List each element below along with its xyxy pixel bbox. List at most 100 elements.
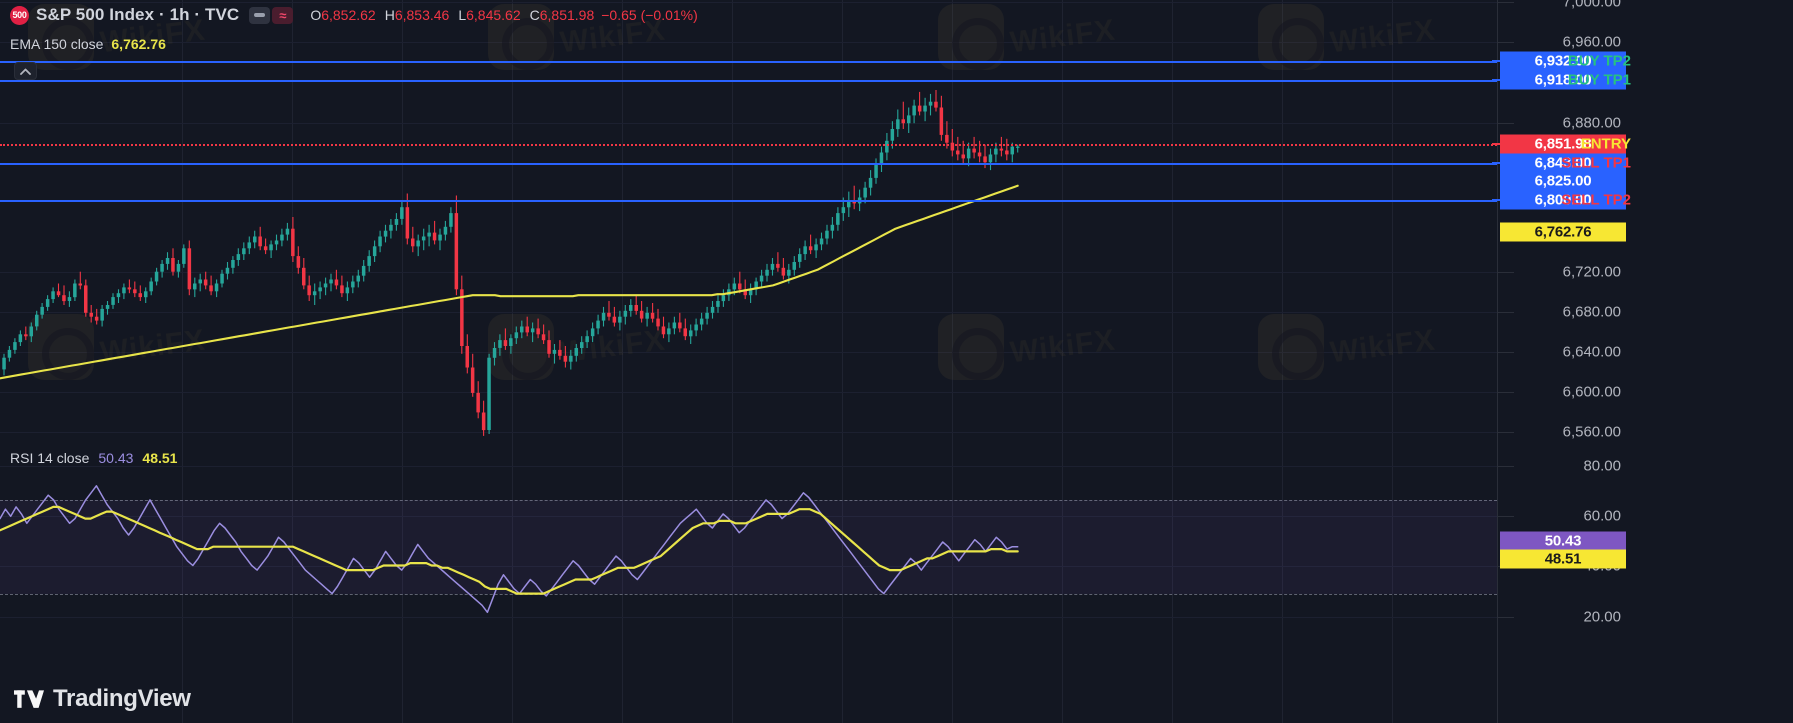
grid-vline bbox=[512, 0, 513, 447]
change-value: −0.65 (−0.01%) bbox=[601, 7, 698, 23]
grid-hline bbox=[0, 272, 1497, 273]
watermark-text: WikiFX bbox=[98, 323, 208, 370]
axis-tick-label: 6,560.00 bbox=[1562, 423, 1621, 441]
axis-tick-mark bbox=[1498, 272, 1514, 273]
grid-vline bbox=[732, 0, 733, 447]
level-label-buy-tp2: BUY TP2 bbox=[1567, 52, 1631, 70]
axis-tick-mark bbox=[1498, 466, 1514, 467]
symbol-title[interactable]: S&P 500 Index · 1h · TVC bbox=[36, 5, 240, 24]
level-label-entry: ENTRY bbox=[1580, 135, 1631, 153]
axis-tick-label: 6,960.00 bbox=[1562, 33, 1621, 51]
symbol-legend[interactable]: 500 S&P 500 Index · 1h · TVC ≈ O6,852.62… bbox=[10, 5, 698, 25]
level-label-sell-tp1: SELL TP1 bbox=[1561, 154, 1631, 172]
price-tag-entry[interactable]: 6,851.98 bbox=[1500, 134, 1626, 154]
price-grid bbox=[0, 0, 1497, 447]
watermark-text: WikiFX bbox=[1008, 323, 1118, 370]
grid-hline bbox=[0, 123, 1497, 124]
grid-vline bbox=[1392, 0, 1393, 447]
grid-vline bbox=[952, 0, 953, 447]
collapse-pane-button[interactable] bbox=[14, 62, 37, 80]
wave-icon[interactable]: ≈ bbox=[272, 6, 294, 24]
grid-vline bbox=[402, 0, 403, 447]
grid-hline bbox=[0, 42, 1497, 43]
price-pane[interactable]: WikiFX WikiFX WikiFX WikiFX WikiFX WikiFX Wiki… bbox=[0, 0, 1497, 447]
grid-vline bbox=[842, 0, 843, 447]
ema-legend[interactable]: EMA 150 close 6,762.76 bbox=[10, 36, 166, 52]
tradingview-brand-label: TradingView bbox=[53, 685, 191, 712]
tradingview-brand[interactable]: TradingView bbox=[14, 685, 191, 713]
legend-toggles[interactable]: ≈ bbox=[249, 6, 294, 24]
tradingview-logo-icon bbox=[14, 689, 44, 708]
watermark-logo-icon bbox=[28, 314, 94, 380]
ohlc-c-value: 6,851.98 bbox=[539, 7, 595, 23]
rsi-ma-legend-value: 48.51 bbox=[142, 450, 178, 466]
level-label-sell-tp2: SELL TP2 bbox=[1561, 191, 1631, 209]
grid-vline bbox=[622, 0, 623, 447]
grid-hline bbox=[0, 352, 1497, 353]
rsi-oversold-line bbox=[0, 593, 1497, 595]
price-tag-buy-tp1[interactable]: 6,918.00 bbox=[1500, 70, 1626, 90]
rsi-legend-value: 50.43 bbox=[98, 450, 134, 466]
watermark-text: WikiFX bbox=[1328, 13, 1438, 60]
level-dash bbox=[1492, 199, 1501, 201]
axis-tick-label: 20.00 bbox=[1583, 608, 1621, 626]
grid-vline bbox=[1282, 0, 1283, 447]
price-axis[interactable]: 7,000.00 6,960.00 6,880.00 6,720.00 6,680.00… bbox=[1492, 0, 1793, 723]
level-dash bbox=[1492, 60, 1501, 62]
watermark-logo-icon bbox=[1258, 314, 1324, 380]
axis-tick-mark bbox=[1498, 516, 1514, 517]
axis-tick-mark bbox=[1498, 312, 1514, 313]
axis-tick-mark bbox=[1498, 2, 1514, 3]
price-tag-sell-tp2[interactable]: 6,800.00 bbox=[1500, 190, 1626, 210]
axis-tick-mark bbox=[1498, 432, 1514, 433]
grid-hline bbox=[0, 466, 1497, 467]
level-line-sell-tp1 bbox=[0, 163, 1497, 165]
grid-hline bbox=[0, 312, 1497, 313]
axis-tick-label: 6,680.00 bbox=[1562, 303, 1621, 321]
rsi-tag-rsi[interactable]: 50.43 bbox=[1500, 531, 1626, 551]
watermark-text: WikiFX bbox=[558, 323, 668, 370]
axis-tick-label: 60.00 bbox=[1583, 507, 1621, 525]
grid-vline bbox=[1172, 0, 1173, 447]
axis-tick-label: 6,600.00 bbox=[1562, 383, 1621, 401]
level-line-entry bbox=[0, 144, 1497, 146]
axis-tick-mark bbox=[1498, 392, 1514, 393]
axis-tick-label: 7,000.00 bbox=[1562, 0, 1621, 11]
axis-tick-label: 6,640.00 bbox=[1562, 343, 1621, 361]
level-dash bbox=[1492, 143, 1501, 145]
ohlc-values: O6,852.62 H6,853.46 L6,845.62 C6,851.98 bbox=[310, 7, 594, 23]
ohlc-l-value: 6,845.62 bbox=[466, 7, 521, 23]
price-tag-buy-tp2[interactable]: 6,932.00 bbox=[1500, 51, 1626, 71]
rsi-pane[interactable] bbox=[0, 447, 1497, 723]
axis-tick-mark bbox=[1498, 617, 1514, 618]
rsi-tag-ma[interactable]: 48.51 bbox=[1500, 549, 1626, 569]
grid-vline bbox=[292, 0, 293, 447]
grid-hline bbox=[0, 617, 1497, 618]
rsi-legend[interactable]: RSI 14 close 50.43 48.51 bbox=[10, 450, 177, 466]
grid-hline bbox=[0, 392, 1497, 393]
level-dash bbox=[1492, 79, 1501, 81]
rsi-overbought-line bbox=[0, 499, 1497, 501]
grid-vline bbox=[1062, 0, 1063, 447]
ema-legend-label: EMA 150 close bbox=[10, 36, 104, 52]
candlestick-series bbox=[2, 90, 1020, 436]
price-tag-sell-tp1[interactable]: 6,843.00 bbox=[1500, 153, 1626, 173]
price-tag-6-825-00[interactable]: 6,825.00 bbox=[1500, 171, 1626, 191]
axis-tick-label: 80.00 bbox=[1583, 457, 1621, 475]
watermark-logo-icon bbox=[488, 314, 554, 380]
axis-tick-mark bbox=[1498, 42, 1514, 43]
axis-tick-mark bbox=[1498, 352, 1514, 353]
axis-tick-mark bbox=[1498, 123, 1514, 124]
level-line-buy-tp1 bbox=[0, 80, 1497, 82]
price-tag-ema[interactable]: 6,762.76 bbox=[1500, 222, 1626, 242]
ohlc-h-value: 6,853.46 bbox=[394, 7, 450, 23]
chevron-up-icon bbox=[20, 68, 31, 75]
watermark-text: WikiFX bbox=[1328, 323, 1438, 370]
level-label-buy-tp1: BUY TP1 bbox=[1567, 71, 1631, 89]
bar-style-icon[interactable] bbox=[249, 6, 271, 24]
axis-tick-label: 6,880.00 bbox=[1562, 114, 1621, 132]
level-line-buy-tp2 bbox=[0, 61, 1497, 63]
ohlc-o-key: O bbox=[310, 7, 322, 23]
ohlc-c-key: C bbox=[529, 7, 540, 23]
